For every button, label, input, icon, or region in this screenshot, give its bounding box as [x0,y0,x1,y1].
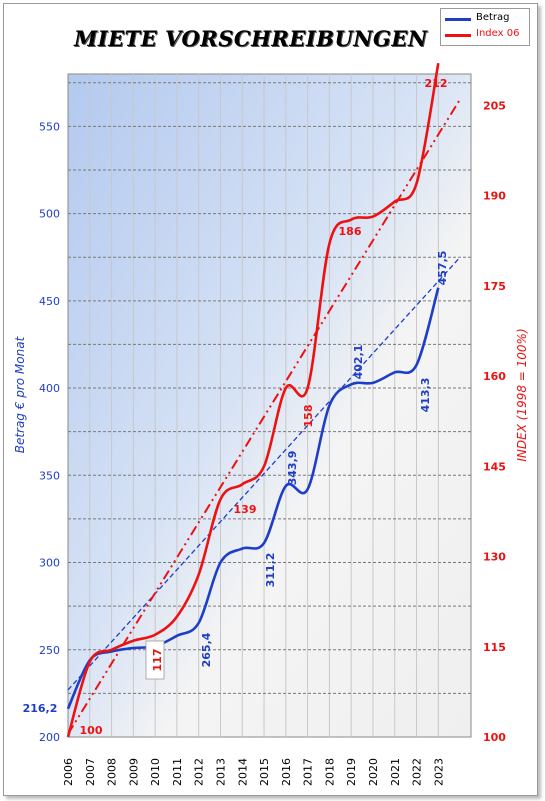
legend-label-index: Index 06 [476,28,520,39]
legend-swatch-index [445,34,471,37]
chart-title: MIETE VORSCHREIBUNGEN [74,26,428,51]
legend: Betrag Index 06 [440,8,530,46]
chart-frame [3,3,538,796]
legend-swatch-betrag [445,18,471,21]
legend-label-betrag: Betrag [476,12,510,23]
